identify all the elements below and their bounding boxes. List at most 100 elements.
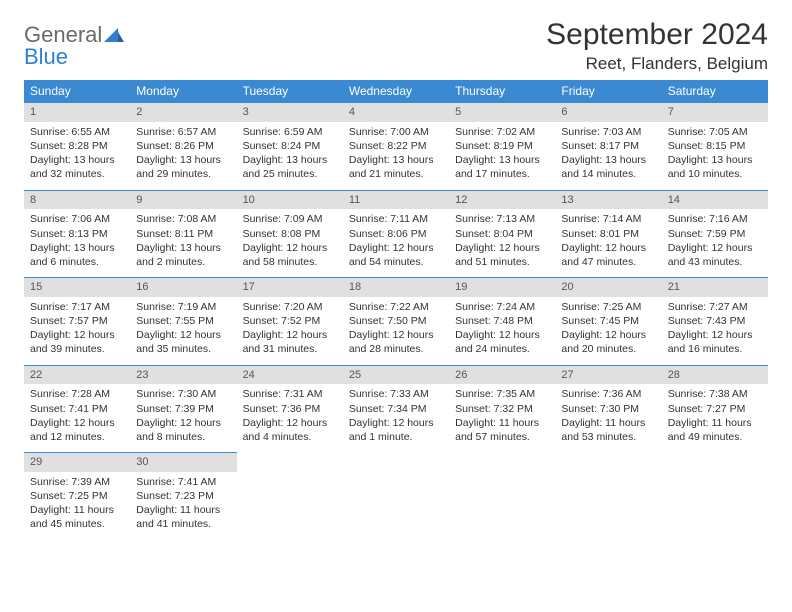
- day-line: Sunset: 7:32 PM: [455, 402, 549, 416]
- day-line: and 31 minutes.: [243, 342, 337, 356]
- day-line: Sunrise: 7:31 AM: [243, 387, 337, 401]
- day-line: and 29 minutes.: [136, 167, 230, 181]
- day-line: Sunset: 7:27 PM: [668, 402, 762, 416]
- day-line: Daylight: 12 hours: [349, 416, 443, 430]
- day-line: Sunset: 8:19 PM: [455, 139, 549, 153]
- day-line: Sunset: 8:13 PM: [30, 227, 124, 241]
- day-number: 13: [555, 190, 661, 209]
- day-cell: [555, 472, 661, 540]
- day-line: Sunset: 8:17 PM: [561, 139, 655, 153]
- day-line: Sunset: 8:01 PM: [561, 227, 655, 241]
- weekday-header: Monday: [130, 80, 236, 103]
- day-number: 30: [130, 453, 236, 472]
- day-number: 8: [24, 190, 130, 209]
- day-cell: Sunrise: 7:35 AMSunset: 7:32 PMDaylight:…: [449, 384, 555, 452]
- day-line: Sunrise: 7:06 AM: [30, 212, 124, 226]
- day-line: Sunrise: 6:55 AM: [30, 125, 124, 139]
- day-cell: [662, 472, 768, 540]
- day-line: Sunrise: 7:35 AM: [455, 387, 549, 401]
- day-line: Sunset: 7:45 PM: [561, 314, 655, 328]
- day-line: and 21 minutes.: [349, 167, 443, 181]
- day-line: Daylight: 12 hours: [349, 241, 443, 255]
- day-cell: Sunrise: 6:55 AMSunset: 8:28 PMDaylight:…: [24, 122, 130, 190]
- day-line: Daylight: 12 hours: [136, 328, 230, 342]
- day-line: Daylight: 12 hours: [243, 328, 337, 342]
- day-line: Daylight: 12 hours: [455, 241, 549, 255]
- day-number: 6: [555, 103, 661, 122]
- day-number: 15: [24, 278, 130, 297]
- day-line: Sunset: 7:39 PM: [136, 402, 230, 416]
- day-line: Sunrise: 7:27 AM: [668, 300, 762, 314]
- day-line: Sunrise: 7:14 AM: [561, 212, 655, 226]
- day-number: 16: [130, 278, 236, 297]
- day-number: 25: [343, 365, 449, 384]
- day-line: Sunrise: 7:11 AM: [349, 212, 443, 226]
- daynum-row: 22232425262728: [24, 365, 768, 384]
- day-cell: Sunrise: 7:03 AMSunset: 8:17 PMDaylight:…: [555, 122, 661, 190]
- day-line: Sunset: 8:11 PM: [136, 227, 230, 241]
- day-number: 26: [449, 365, 555, 384]
- day-line: Sunset: 7:48 PM: [455, 314, 549, 328]
- day-line: Sunrise: 7:28 AM: [30, 387, 124, 401]
- day-line: Sunrise: 7:02 AM: [455, 125, 549, 139]
- day-cell: Sunrise: 7:13 AMSunset: 8:04 PMDaylight:…: [449, 209, 555, 277]
- day-line: Sunset: 7:57 PM: [30, 314, 124, 328]
- day-cell: Sunrise: 7:41 AMSunset: 7:23 PMDaylight:…: [130, 472, 236, 540]
- header: General Blue September 2024 Reet, Flande…: [24, 18, 768, 74]
- weekday-header: Thursday: [449, 80, 555, 103]
- day-line: Daylight: 13 hours: [349, 153, 443, 167]
- daynum-row: 2930: [24, 453, 768, 472]
- day-line: and 49 minutes.: [668, 430, 762, 444]
- day-line: Sunset: 8:08 PM: [243, 227, 337, 241]
- day-number: 4: [343, 103, 449, 122]
- day-number: 18: [343, 278, 449, 297]
- day-line: Sunset: 7:55 PM: [136, 314, 230, 328]
- content-row: Sunrise: 7:06 AMSunset: 8:13 PM Daylight:…: [24, 209, 768, 277]
- day-line: Sunset: 8:04 PM: [455, 227, 549, 241]
- day-line: and 8 minutes.: [136, 430, 230, 444]
- day-line: and 35 minutes.: [136, 342, 230, 356]
- day-cell: Sunrise: 7:28 AMSunset: 7:41 PMDaylight:…: [24, 384, 130, 452]
- day-line: and 17 minutes.: [455, 167, 549, 181]
- day-number: 9: [130, 190, 236, 209]
- day-line: and 24 minutes.: [455, 342, 549, 356]
- day-line: and 16 minutes.: [668, 342, 762, 356]
- day-number: 3: [237, 103, 343, 122]
- day-number: [662, 453, 768, 472]
- day-cell: Sunrise: 7:16 AMSunset: 7:59 PMDaylight:…: [662, 209, 768, 277]
- day-line: Daylight: 12 hours: [136, 416, 230, 430]
- day-number: 28: [662, 365, 768, 384]
- day-line: Sunset: 8:24 PM: [243, 139, 337, 153]
- day-line: and 41 minutes.: [136, 517, 230, 531]
- day-line: Daylight: 13 hours: [136, 153, 230, 167]
- weekday-header: Sunday: [24, 80, 130, 103]
- day-line: Sunset: 8:15 PM: [668, 139, 762, 153]
- content-row: Sunrise: 7:17 AMSunset: 7:57 PMDaylight:…: [24, 297, 768, 365]
- day-cell: Sunrise: 7:31 AMSunset: 7:36 PMDaylight:…: [237, 384, 343, 452]
- day-line: Daylight: 13 hours: [136, 241, 230, 255]
- day-cell: Sunrise: 6:57 AMSunset: 8:26 PMDaylight:…: [130, 122, 236, 190]
- day-line: Sunset: 7:43 PM: [668, 314, 762, 328]
- day-line: Sunrise: 7:03 AM: [561, 125, 655, 139]
- day-cell: Sunrise: 7:30 AMSunset: 7:39 PMDaylight:…: [130, 384, 236, 452]
- day-line: Daylight: 13 hours: [243, 153, 337, 167]
- daynum-row: 15161718192021: [24, 278, 768, 297]
- day-cell: Sunrise: 7:33 AMSunset: 7:34 PMDaylight:…: [343, 384, 449, 452]
- day-line: and 57 minutes.: [455, 430, 549, 444]
- content-row: Sunrise: 7:39 AMSunset: 7:25 PMDaylight:…: [24, 472, 768, 540]
- day-number: [555, 453, 661, 472]
- day-line: and 54 minutes.: [349, 255, 443, 269]
- day-number: [237, 453, 343, 472]
- day-line: Daylight: 13 hours: [668, 153, 762, 167]
- day-number: [343, 453, 449, 472]
- day-cell: Sunrise: 7:17 AMSunset: 7:57 PMDaylight:…: [24, 297, 130, 365]
- day-number: 27: [555, 365, 661, 384]
- day-cell: Sunrise: 7:09 AMSunset: 8:08 PMDaylight:…: [237, 209, 343, 277]
- day-number: 12: [449, 190, 555, 209]
- day-line: Sunset: 8:26 PM: [136, 139, 230, 153]
- day-line: and 32 minutes.: [30, 167, 124, 181]
- day-number: 29: [24, 453, 130, 472]
- day-line: and 25 minutes.: [243, 167, 337, 181]
- day-line: and 12 minutes.: [30, 430, 124, 444]
- day-line: Daylight: 12 hours: [349, 328, 443, 342]
